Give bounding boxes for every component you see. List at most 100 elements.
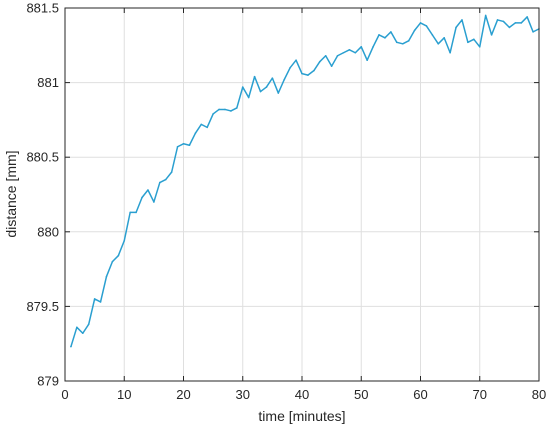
y-tick-labels: 879 879.5 880 880.5 881 881.5: [26, 1, 59, 389]
data-point: [301, 72, 303, 75]
x-axis-label: time [minutes]: [258, 408, 345, 424]
data-point: [230, 110, 232, 112]
data-point: [289, 66, 291, 69]
data-point: [443, 37, 446, 39]
series-line-0: [70, 14, 540, 347]
series-layer: [70, 14, 540, 348]
x-tick-labels: 0 10 20 30 40 50 60 70 80: [61, 387, 546, 402]
data-point: [449, 51, 451, 54]
data-point: [437, 43, 440, 45]
data-point: [253, 75, 256, 78]
data-point: [336, 54, 339, 57]
y-tick-label: 879: [37, 374, 59, 389]
data-point: [384, 37, 386, 39]
data-point: [490, 34, 493, 36]
x-tick-label: 80: [532, 387, 546, 402]
y-tick-label: 881: [37, 75, 59, 90]
data-point: [176, 145, 179, 148]
data-point: [277, 92, 280, 94]
data-point: [194, 132, 197, 135]
data-point: [348, 48, 351, 51]
data-point: [224, 108, 226, 111]
data-point: [401, 43, 404, 45]
data-point: [378, 34, 380, 36]
data-point: [87, 323, 90, 326]
data-point: [342, 51, 345, 54]
y-tick-label: 881.5: [26, 1, 59, 16]
data-point: [508, 26, 511, 29]
data-point: [153, 201, 155, 203]
data-point: [526, 16, 528, 18]
data-point: [141, 196, 143, 199]
y-tick-label: 880: [37, 224, 59, 239]
data-point: [502, 20, 505, 23]
data-point: [117, 254, 120, 257]
x-tick-label: 50: [354, 387, 368, 402]
data-point: [396, 41, 398, 44]
data-point: [164, 178, 167, 181]
data-point: [330, 65, 333, 67]
data-point: [318, 60, 321, 63]
data-point: [200, 123, 203, 126]
data-point: [283, 78, 286, 81]
data-point: [390, 31, 392, 33]
data-point: [182, 142, 185, 145]
data-point: [324, 54, 327, 57]
data-point: [467, 41, 469, 44]
data-point: [307, 74, 309, 76]
y-tick-label: 880.5: [26, 150, 59, 165]
x-tick-label: 10: [117, 387, 131, 402]
data-point: [265, 86, 268, 88]
data-point: [520, 22, 523, 24]
x-tick-label: 70: [473, 387, 487, 402]
data-point: [70, 345, 72, 348]
data-point: [473, 38, 475, 41]
data-point: [532, 31, 534, 33]
y-tick-label: 879.5: [26, 299, 59, 314]
data-point: [478, 45, 481, 48]
data-point: [147, 189, 149, 191]
grid: [65, 8, 539, 381]
data-point: [413, 29, 416, 32]
data-point: [372, 45, 374, 48]
data-point: [212, 113, 214, 115]
data-point: [188, 144, 191, 147]
data-point: [419, 22, 422, 24]
data-point: [218, 108, 220, 111]
data-point: [123, 239, 126, 242]
data-point: [241, 86, 244, 88]
data-point: [99, 301, 102, 303]
data-point: [295, 59, 297, 62]
data-point: [313, 69, 315, 72]
data-point: [81, 332, 84, 335]
data-point: [425, 25, 428, 27]
data-point: [271, 77, 274, 79]
data-point: [76, 326, 78, 329]
data-point: [247, 96, 250, 99]
data-point: [259, 90, 262, 93]
data-point: [135, 211, 137, 214]
x-tick-label: 0: [61, 387, 68, 402]
data-point: [111, 260, 114, 263]
data-point: [366, 59, 368, 62]
data-point: [206, 126, 208, 129]
data-point: [484, 14, 487, 17]
data-point: [354, 51, 357, 54]
x-tick-label: 60: [413, 387, 427, 402]
data-point: [129, 211, 131, 214]
ticks: [64, 7, 540, 382]
data-point: [236, 107, 238, 109]
data-point: [431, 34, 434, 36]
data-point: [93, 298, 96, 300]
x-tick-label: 40: [295, 387, 309, 402]
data-point: [514, 22, 517, 24]
data-point: [496, 19, 499, 21]
data-point: [170, 171, 173, 173]
data-point: [159, 181, 161, 184]
data-point: [407, 40, 410, 42]
y-axis-label: distance [mm]: [3, 150, 19, 237]
data-point: [455, 26, 457, 29]
data-point: [105, 275, 108, 278]
data-point: [360, 45, 363, 48]
